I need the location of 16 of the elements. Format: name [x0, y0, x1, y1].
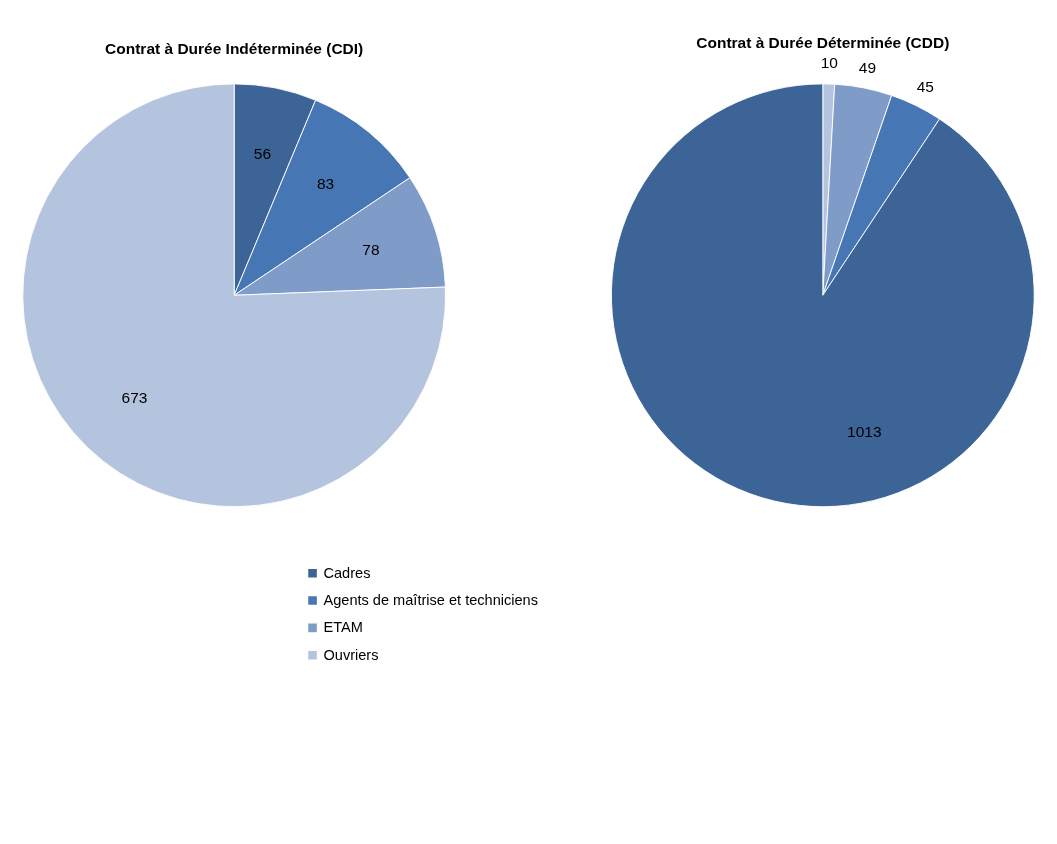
legend-label: ETAM: [323, 619, 363, 636]
legend-label: Cadres: [323, 564, 371, 581]
data-label: 83: [316, 174, 335, 192]
chart-title: Contrat à Durée Indéterminée (CDI): [105, 39, 364, 57]
chart-title: Contrat à Durée Déterminée (CDD): [696, 34, 950, 52]
pie-slice: [22, 83, 446, 507]
pie-slice: [610, 83, 1035, 508]
data-label: 49: [858, 58, 877, 76]
data-label: 45: [916, 78, 934, 96]
data-label: 10: [820, 54, 838, 72]
data-label: 673: [121, 389, 148, 407]
legend-label: Agents de maîtrise et techniciens: [323, 592, 538, 609]
data-label: 1013: [847, 423, 882, 441]
legend-label: Ouvriers: [323, 646, 379, 663]
data-label: 56: [253, 144, 272, 162]
data-label: 78: [362, 241, 380, 259]
